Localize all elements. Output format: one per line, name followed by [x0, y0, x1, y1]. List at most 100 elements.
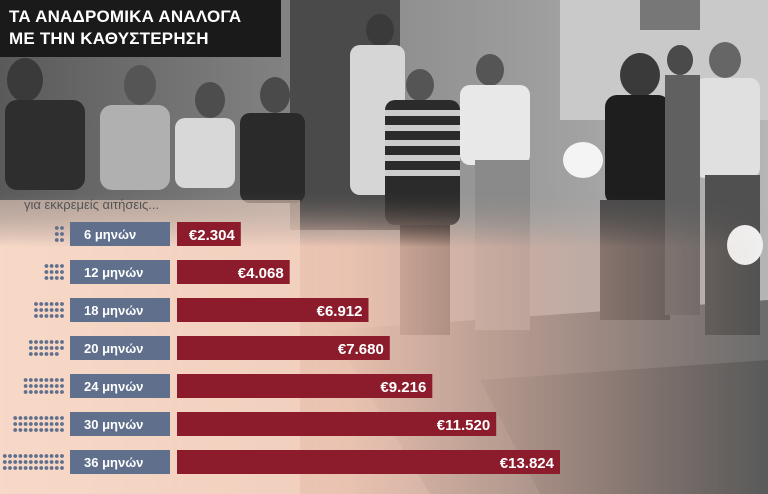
- month-dot: [54, 352, 59, 356]
- category-label: 24 μηνών: [84, 379, 143, 394]
- month-dot: [18, 416, 23, 420]
- month-dot: [49, 378, 54, 382]
- month-dot: [54, 390, 59, 394]
- month-dot: [39, 466, 44, 470]
- month-dot: [49, 340, 54, 344]
- month-dot: [54, 340, 59, 344]
- month-dot: [34, 454, 38, 458]
- month-dot: [44, 276, 49, 280]
- month-dot: [49, 428, 54, 432]
- month-dot: [44, 428, 49, 432]
- bar-value-label: €9.216: [380, 379, 426, 396]
- month-dot: [60, 460, 64, 464]
- month-dot: [23, 390, 28, 394]
- month-dot: [39, 460, 44, 464]
- month-dot: [34, 428, 38, 432]
- category-label: 6 μηνών: [84, 227, 136, 242]
- bar: [177, 260, 290, 284]
- month-dot: [18, 422, 23, 426]
- month-dot: [2, 466, 7, 470]
- month-dot: [49, 460, 54, 464]
- month-dot: [49, 314, 54, 318]
- month-dot: [44, 302, 49, 306]
- month-dot: [34, 378, 38, 382]
- month-dot: [60, 238, 64, 242]
- month-dot: [34, 352, 38, 356]
- month-dot: [49, 270, 54, 274]
- category-label: 36 μηνών: [84, 455, 143, 470]
- month-dot: [8, 460, 12, 464]
- month-dot: [34, 302, 38, 306]
- month-dot: [44, 466, 49, 470]
- month-dot: [18, 428, 23, 432]
- month-dot: [34, 390, 38, 394]
- month-dot: [54, 466, 59, 470]
- month-dot: [54, 276, 59, 280]
- month-dot: [44, 352, 49, 356]
- month-dot: [28, 466, 33, 470]
- month-dot: [44, 390, 49, 394]
- month-dot: [54, 346, 59, 350]
- month-dot: [28, 346, 33, 350]
- month-dot: [49, 454, 54, 458]
- month-dot: [49, 384, 54, 388]
- month-dot: [54, 378, 59, 382]
- month-dot: [39, 390, 44, 394]
- category-label-box: [70, 222, 170, 246]
- month-dot: [54, 454, 59, 458]
- month-dot: [34, 314, 38, 318]
- subtitle: για εκκρεμείς αιτήσεις...: [24, 197, 160, 212]
- month-dot: [44, 416, 49, 420]
- month-dot: [44, 346, 49, 350]
- month-dot: [39, 308, 44, 312]
- category-label: 20 μηνών: [84, 341, 143, 356]
- bar: [177, 374, 433, 398]
- category-label-box: [70, 450, 170, 474]
- month-dot: [28, 340, 33, 344]
- month-dot: [8, 466, 12, 470]
- month-dot: [28, 422, 33, 426]
- month-dot: [49, 346, 54, 350]
- month-dot: [13, 428, 18, 432]
- month-dot: [28, 454, 33, 458]
- category-label: 12 μηνών: [84, 265, 143, 280]
- month-dot: [39, 416, 44, 420]
- month-dot: [2, 460, 7, 464]
- month-dot: [34, 346, 38, 350]
- month-dot: [49, 308, 54, 312]
- month-dot: [60, 340, 64, 344]
- month-dot: [44, 384, 49, 388]
- month-dot: [13, 422, 18, 426]
- month-dot: [2, 454, 7, 458]
- month-dot: [60, 466, 64, 470]
- month-dot: [54, 384, 59, 388]
- title-line-1: ΤΑ ΑΝΑΔΡΟΜΙΚΑ ΑΝΑΛΟΓΑ: [9, 7, 242, 26]
- month-dot: [44, 454, 49, 458]
- month-dot: [60, 264, 64, 268]
- month-dot: [23, 378, 28, 382]
- category-label-box: [70, 298, 170, 322]
- month-dot: [23, 454, 28, 458]
- month-dot: [54, 416, 59, 420]
- month-dot: [18, 454, 23, 458]
- month-dot: [23, 428, 28, 432]
- month-dot: [13, 466, 18, 470]
- bar-value-label: €6.912: [317, 303, 363, 320]
- month-dot: [54, 238, 59, 242]
- month-dot: [39, 314, 44, 318]
- month-dot: [60, 314, 64, 318]
- month-dot: [44, 422, 49, 426]
- month-dot: [13, 460, 18, 464]
- bar: [177, 412, 497, 436]
- month-dot: [34, 416, 38, 420]
- month-dot: [60, 422, 64, 426]
- month-dot: [39, 454, 44, 458]
- category-label-box: [70, 260, 170, 284]
- month-dot: [28, 460, 33, 464]
- month-dot: [49, 466, 54, 470]
- month-dot: [60, 384, 64, 388]
- month-dot: [49, 390, 54, 394]
- bar: [177, 298, 369, 322]
